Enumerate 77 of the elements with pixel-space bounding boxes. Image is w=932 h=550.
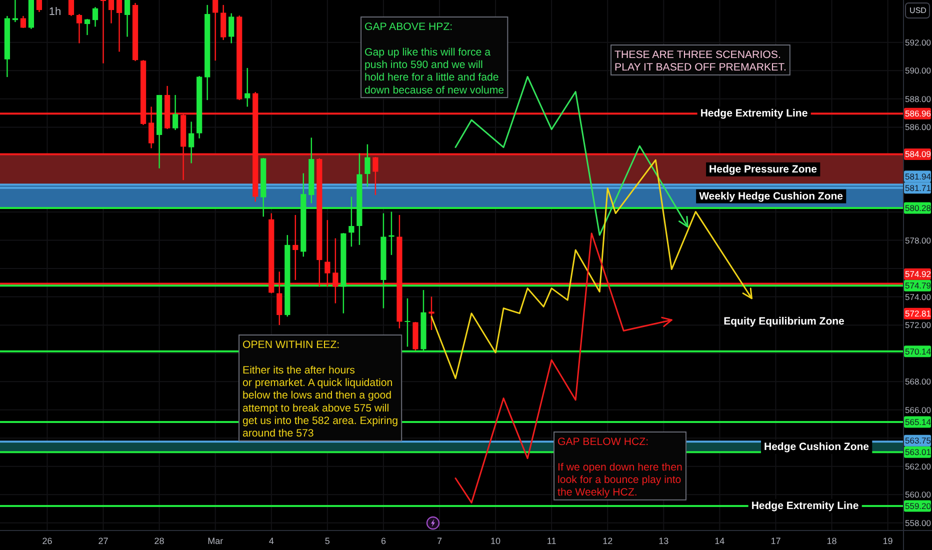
text: GAP ABOVE HPZ: Gap up like this will force a push into 590 and we will hold here for a little and fade down because of new volume [364,21,504,96]
x-tick-label: 11 [546,536,556,546]
candlestick [364,144,370,188]
y-tick-label: 560.00 [905,490,932,500]
candlestick [76,13,82,44]
y-tick-label: 562.00 [905,461,932,472]
x-tick-label: 5 [324,536,330,546]
y-tick-label: 578.00 [905,235,932,246]
ref-line-label: 574.79 [905,280,932,291]
x-tick-label: 27 [98,536,108,546]
candlestick [84,18,90,36]
ref-line-label: 580.28 [905,203,932,214]
candlestick [92,6,98,28]
x-tick-label: 7 [436,536,442,546]
y-tick-label: 572.00 [905,320,932,330]
y-tick-label: 566.00 [905,404,932,415]
candlestick [212,0,218,62]
candlestick [228,12,234,44]
x-tick-label: 13 [658,536,669,546]
candlestick [36,0,42,13]
ref-line-label: 559.20 [905,500,932,511]
candlestick [332,238,338,304]
ref-line-label: 584.09 [905,149,932,160]
candlestick [20,15,26,29]
y-tick-label: 558.00 [905,518,932,528]
annotation: Equity Equilibrium Zone [724,315,845,328]
candlestick [116,0,122,52]
ref-line-label: 563.75 [905,436,932,446]
y-tick-label: 586.00 [905,122,932,132]
annotation: Hedge Extremity Line [751,500,859,512]
band-label: Hedge Cushion Zone [764,440,870,453]
candlestick [148,106,154,149]
x-tick-label: 14 [714,536,725,546]
candlestick [276,271,282,326]
x-tick-label: 6 [380,536,386,546]
candlestick [172,94,178,131]
annotation: Hedge Extremity Line [700,108,808,120]
band-label: Hedge Pressure Zone [709,163,818,176]
y-tick-label: 592.00 [905,37,932,48]
candlestick [12,0,18,23]
candlestick [372,156,378,196]
x-tick-label: 10 [490,536,501,546]
ref-line-label: 565.14 [905,417,932,428]
x-tick-label: 28 [154,536,164,546]
candlestick [124,0,130,38]
annotation: THESE ARE THREE SCENARIOS. PLAY IT BASED OFF PREMARKET. [614,49,786,74]
text: OPEN WITHIN EEZ: Either its the after hours or premarket. A quick liquidation below the lows and then a good attempt to break above 575 will get us into the 582 area. Expiring around the 573 [242,339,398,440]
ref-line-label: 570.14 [905,346,932,356]
ref-line-label: 581.94 [905,171,932,182]
candlestick [68,0,74,17]
text: 1h [48,6,62,18]
x-tick-label: 4 [268,536,274,546]
y-tick-label: 588.00 [905,94,932,104]
candlestick [324,219,330,288]
y-axis-title: USD [910,6,927,15]
ref-line-label: 581.71 [905,182,932,193]
candlestick [292,214,298,281]
y-tick-label: 590.00 [905,66,932,76]
x-tick-label: 26 [42,536,52,546]
candlestick [108,0,114,24]
x-tick-label: 17 [770,536,781,546]
annotation: 572.81 [905,308,932,319]
ref-line-label: 574.92 [905,269,932,280]
candlestick [100,0,106,64]
y-tick-label: 568.00 [905,376,932,387]
ref-line-label: 563.01 [905,447,932,458]
candlestick [188,121,194,164]
band-label: Weekly Hedge Cushion Zone [699,190,844,202]
y-tick-label: 574.00 [905,292,932,302]
x-tick-label: 12 [602,536,613,546]
ref-line-label: 586.96 [905,108,932,119]
candlestick [428,296,434,331]
candlestick [404,298,410,348]
text: GAP BELOW HCZ: If we open down here then look for a bounce play into the Weekly HCZ. [558,436,682,499]
x-tick-label: 18 [826,536,837,546]
x-tick-label: Mar [208,536,224,546]
x-tick-label: 19 [882,536,893,546]
